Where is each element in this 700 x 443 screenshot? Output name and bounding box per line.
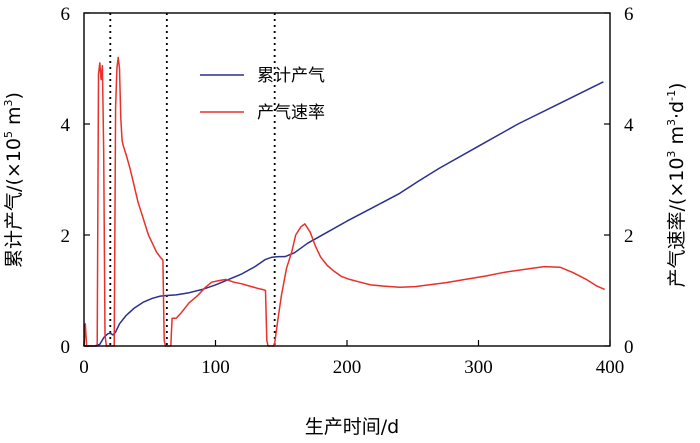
y-right-title-exp3: -1	[665, 90, 678, 101]
series-lines	[83, 56, 605, 347]
x-tick-label-1: 100	[201, 357, 230, 378]
x-tick-label-2: 200	[333, 357, 362, 378]
y-right-title-main: 产气速率/(×10	[666, 158, 688, 288]
legend: 累计产气 产气速率	[200, 66, 325, 123]
x-axis-title: 生产时间/d	[305, 416, 399, 438]
y-right-tick-label-3: 6	[624, 4, 634, 25]
y-left-tick-label-1: 2	[61, 226, 71, 247]
x-tick-label-3: 300	[464, 357, 493, 378]
y-left-title-main: 累计产气/(×10	[3, 138, 25, 268]
y-left-tick-label-2: 4	[61, 115, 71, 136]
y-right-tick-label-0: 0	[624, 337, 634, 358]
x-tick-label-4: 400	[596, 357, 625, 378]
y-left-tick-label-3: 6	[61, 4, 71, 25]
vertical-reference-lines	[109, 13, 276, 346]
legend-label-cumulative: 累计产气	[257, 66, 325, 86]
y-right-title-mid: m	[666, 126, 688, 151]
x-tick-label-0: 0	[79, 357, 89, 378]
y-left-title-mid: m	[3, 106, 25, 131]
y-axis-left-title: 累计产气/(×105 m3)	[2, 92, 25, 268]
y-right-tick-label-2: 4	[624, 115, 634, 136]
series-line-0	[84, 81, 604, 347]
y-left-title-exp2: 3	[2, 99, 15, 106]
y-right-tick-label-1: 2	[624, 226, 634, 247]
y-axis-right-title: 产气速率/(×103 m3·d-1)	[665, 83, 688, 288]
y-right-title-exp2: 3	[665, 119, 678, 126]
y-right-title-mid2: ·d	[666, 101, 688, 119]
y-left-title-end: )	[3, 92, 25, 99]
y-left-tick-label-0: 0	[61, 337, 71, 358]
y-right-title-exp1: 3	[665, 151, 678, 158]
series-line-1	[83, 56, 605, 347]
legend-label-rate: 产气速率	[257, 103, 325, 123]
y-right-title-end: )	[666, 83, 688, 90]
y-left-title-exp1: 5	[2, 131, 15, 138]
